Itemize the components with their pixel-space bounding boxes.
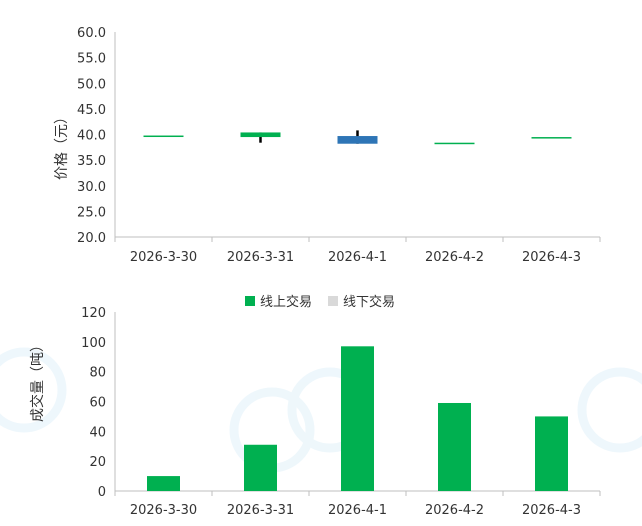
price-y-tick-label: 45.0 xyxy=(77,103,106,118)
price-x-tick-label: 2026-3-30 xyxy=(130,250,197,265)
price-y-tick-label: 20.0 xyxy=(77,231,106,246)
candles xyxy=(143,130,572,145)
legend-swatch-offline xyxy=(328,296,338,306)
legend-label-online: 线上交易 xyxy=(260,294,312,310)
volume-y-tick-label: 120 xyxy=(81,306,106,321)
volume-x-tick-label: 2026-4-3 xyxy=(522,503,581,518)
volume-x-tick-label: 2026-3-30 xyxy=(130,503,197,518)
volume-y-tick-label: 0 xyxy=(98,485,106,500)
volume-bar xyxy=(244,444,277,491)
volume-bars xyxy=(147,346,568,491)
volume-y-tick-label: 60 xyxy=(89,396,106,411)
legend: 线上交易 线下交易 xyxy=(245,294,395,310)
candle-body xyxy=(240,132,281,138)
price-x-tick-label: 2026-4-3 xyxy=(522,250,581,265)
price-x-tick-label: 2026-3-31 xyxy=(227,250,294,265)
volume-y-axis-title: 成交量（吨） xyxy=(29,338,46,422)
legend-swatch-online xyxy=(245,296,255,306)
price-chart: 20.0 25.0 30.0 35.0 40.0 45.0 50.0 55.0 60.0 202… xyxy=(54,26,601,265)
volume-bar xyxy=(341,346,374,491)
volume-y-tick-label: 80 xyxy=(89,366,106,381)
candle-body xyxy=(434,142,475,145)
price-y-axis: 20.0 25.0 30.0 35.0 40.0 45.0 50.0 55.0 60.0 xyxy=(77,26,106,246)
price-y-tick-label: 55.0 xyxy=(77,52,106,67)
volume-bar xyxy=(535,416,568,491)
volume-y-tick-label: 20 xyxy=(89,455,106,470)
candle-body xyxy=(143,135,184,138)
price-y-tick-label: 35.0 xyxy=(77,154,106,169)
price-y-tick-label: 60.0 xyxy=(77,26,106,41)
volume-x-axis: 2026-3-30 2026-3-31 2026-4-1 2026-4-2 2026-4… xyxy=(114,491,601,518)
volume-x-tick-label: 2026-4-1 xyxy=(328,503,387,518)
candle-body xyxy=(337,136,378,144)
price-x-tick-label: 2026-4-1 xyxy=(328,250,387,265)
volume-bar xyxy=(147,476,180,491)
legend-label-offline: 线下交易 xyxy=(343,294,395,310)
price-y-axis-title: 价格（元） xyxy=(54,110,70,180)
price-y-tick-label: 40.0 xyxy=(77,129,106,144)
price-y-tick-label: 50.0 xyxy=(77,77,106,92)
price-x-tick-label: 2026-4-2 xyxy=(425,250,484,265)
volume-x-tick-label: 2026-3-31 xyxy=(227,503,294,518)
volume-bar xyxy=(438,402,471,491)
price-y-tick-label: 30.0 xyxy=(77,180,106,195)
candle-body xyxy=(531,137,572,139)
volume-y-tick-label: 40 xyxy=(89,425,106,440)
volume-x-tick-label: 2026-4-2 xyxy=(425,503,484,518)
volume-y-tick-label: 100 xyxy=(81,336,106,351)
price-x-axis: 2026-3-30 2026-3-31 2026-4-1 2026-4-2 2026-4… xyxy=(114,237,601,265)
price-y-tick-label: 25.0 xyxy=(77,205,106,220)
volume-y-axis: 0 20 40 60 80 100 120 xyxy=(81,306,106,500)
